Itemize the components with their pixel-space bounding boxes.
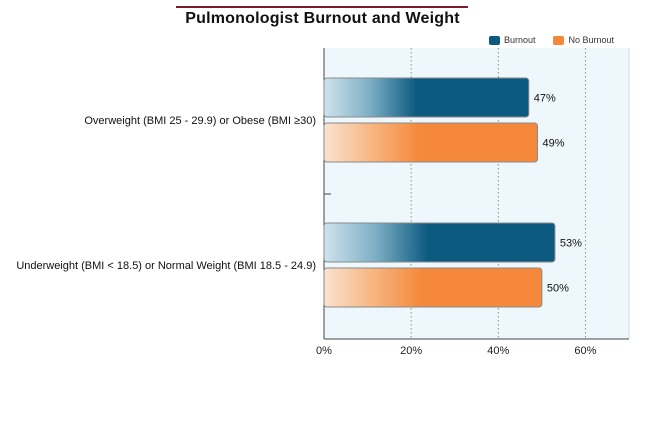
x-tick-label-20: 20% [400,345,422,357]
data-label-burnout-cat2: 53% [560,238,582,250]
legend-swatch-no-burnout [553,35,565,45]
category-label-1: Overweight (BMI 25 - 29.9) or Obese (BMI… [84,115,316,127]
x-tick-label-0: 0% [316,345,332,357]
category-label-2: Underweight (BMI < 18.5) or Normal Weigh… [16,260,316,272]
bar-no-burnout-cat2 [323,267,543,308]
x-tick-label-60: 60% [574,345,596,357]
bar-burnout-cat1 [323,77,530,118]
bar-no-burnout-cat1 [323,122,538,163]
data-label-no-burnout-cat2: 50% [547,283,569,295]
x-tick-label-40: 40% [487,345,509,357]
legend-label-no-burnout: No Burnout [568,35,614,45]
legend-label-burnout: Burnout [503,35,536,45]
legend-item-no-burnout: No Burnout [553,35,614,45]
legend-item-burnout: Burnout [488,35,536,45]
chart-title: Pulmonologist Burnout and Weight [185,10,460,27]
bar-burnout-cat2 [323,222,556,263]
data-label-no-burnout-cat1: 49% [543,138,565,150]
title-rule [176,6,468,8]
chart-legend: Burnout No Burnout [471,35,614,45]
legend-swatch-burnout [488,35,500,45]
data-label-burnout-cat1: 47% [534,93,556,105]
